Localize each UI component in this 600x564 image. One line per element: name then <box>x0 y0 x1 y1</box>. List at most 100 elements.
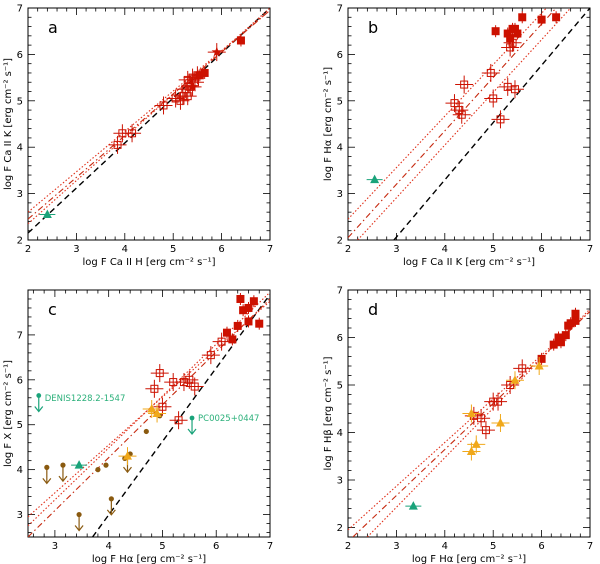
data-point-open-square <box>185 375 194 384</box>
data-point-open-square <box>481 426 490 435</box>
fit-line-dotted-hi <box>28 9 270 213</box>
data-point-open-square <box>155 369 164 378</box>
fit-line-dashed <box>91 294 270 537</box>
annotation-label: DENIS1228.2-1547 <box>45 394 126 404</box>
data-point-filled-square <box>233 321 242 330</box>
data-point-filled-square <box>236 294 245 303</box>
data-layer <box>348 8 590 240</box>
x-tick-label: 5 <box>159 541 165 552</box>
y-tick-label: 6 <box>337 50 343 61</box>
data-point-filled-square <box>491 27 500 36</box>
data-layer <box>28 291 270 537</box>
x-tick-label: 5 <box>490 244 496 255</box>
x-axis-label: log F Hα [erg cm⁻² s⁻¹] <box>92 554 206 564</box>
upper-limit-arrow-head <box>74 525 84 532</box>
data-point-green-triangle <box>408 501 418 510</box>
panel-letter: c <box>48 300 57 319</box>
data-point-open-square <box>113 140 122 149</box>
data-point-green-triangle <box>42 209 52 218</box>
upper-limit-arrow-head <box>106 509 116 516</box>
data-layer <box>348 307 590 537</box>
data-point-open-square <box>190 382 199 391</box>
data-point-filled-square <box>513 29 522 38</box>
y-tick-label: 4 <box>337 428 343 439</box>
data-point-green-dot <box>189 415 195 421</box>
data-point-gold-triangle <box>471 439 481 448</box>
data-point-brown-dot <box>143 428 149 435</box>
data-point-open-square <box>477 414 486 423</box>
x-tick-label: 3 <box>393 244 399 255</box>
y-tick-label: 6 <box>17 375 23 386</box>
data-point-gold-triangle <box>495 418 505 427</box>
x-tick-label: 2 <box>25 244 31 255</box>
fit-line-dotted-lo <box>357 8 572 240</box>
x-tick-label: 6 <box>538 541 544 552</box>
fit-line-dashdot <box>28 298 270 537</box>
y-tick-label: 6 <box>17 50 23 61</box>
data-point-filled-square <box>244 303 253 312</box>
plot-frame <box>347 7 591 241</box>
y-tick-label: 3 <box>17 510 23 521</box>
data-point-open-square <box>518 364 527 373</box>
fit-line-dotted-hi <box>348 8 547 220</box>
data-point-filled-square <box>537 354 546 363</box>
upper-limit-arrow-head <box>58 475 68 483</box>
x-tick-label: 4 <box>442 244 448 255</box>
data-point-filled-square <box>222 328 231 337</box>
fit-line-dotted-lo <box>28 8 270 225</box>
data-point-filled-square <box>236 36 245 45</box>
data-point-filled-square <box>200 68 209 77</box>
data-point-filled-square <box>506 34 515 43</box>
y-tick-label: 2 <box>337 236 343 247</box>
y-tick-label: 3 <box>17 189 23 200</box>
data-point-open-square <box>206 351 215 360</box>
data-point-open-square <box>158 402 167 411</box>
data-point-open-square <box>450 99 459 108</box>
data-point-open-square <box>489 94 498 103</box>
y-tick-label: 2 <box>337 523 343 534</box>
data-point-open-square <box>159 101 168 110</box>
x-axis-label: log F Ca II H [erg cm⁻² s⁻¹] <box>82 257 215 268</box>
data-point-open-square <box>128 129 137 138</box>
data-layer <box>28 8 270 234</box>
data-point-star <box>211 46 222 57</box>
data-point-filled-square <box>571 309 580 318</box>
x-tick-label: 3 <box>393 541 399 552</box>
data-point-open-square <box>174 416 183 425</box>
panel-a: 2 3 4 5 6 7 2 3 4 5 6 7 log F Ca II H [erg cm⁻² s⁻¹]… <box>3 4 273 269</box>
y-tick-label: 7 <box>337 4 343 15</box>
annotation-label: PC0025+0447 <box>198 414 259 424</box>
data-point-star <box>187 81 198 92</box>
y-axis-label: log F Hα [erg cm⁻² s⁻¹] <box>323 67 334 181</box>
data-point-filled-square <box>561 331 570 340</box>
data-point-open-square <box>460 80 469 89</box>
data-point-open-square <box>457 110 466 119</box>
x-tick-label: 4 <box>105 541 111 552</box>
data-point-open-square <box>506 381 515 389</box>
fit-line-dashdot <box>348 8 557 239</box>
upper-limit-arrow-head <box>187 428 197 435</box>
data-point-open-square <box>179 378 188 387</box>
data-point-filled-square <box>518 13 527 22</box>
plot-frame <box>27 7 271 241</box>
panel-letter: b <box>368 18 378 37</box>
y-tick-label: 6 <box>337 333 343 344</box>
data-point-brown-dot <box>103 462 109 468</box>
panel-c: 3 4 5 6 7 3 4 5 6 7 log F Hα [erg cm⁻² s⁻¹] log F X… <box>3 289 273 564</box>
y-axis-label: log F Ca II K [erg cm⁻² s⁻¹] <box>3 58 14 190</box>
y-tick-label: 7 <box>17 4 23 15</box>
y-tick-label: 4 <box>337 143 343 154</box>
data-point-green-dot <box>36 393 42 398</box>
data-point-open-square <box>176 96 185 105</box>
data-point-filled-square <box>255 319 264 328</box>
data-point-green-triangle <box>74 460 84 469</box>
data-point-open-square <box>217 337 226 346</box>
x-axis-label: log F Ca II K [erg cm⁻² s⁻¹] <box>403 257 535 268</box>
x-tick-label: 7 <box>267 541 273 552</box>
upper-limit-arrow-head <box>34 406 44 413</box>
data-point-filled-square <box>552 13 561 22</box>
x-tick-label: 4 <box>442 541 448 552</box>
data-point-open-square <box>496 115 505 124</box>
data-point-open-square <box>486 68 495 77</box>
